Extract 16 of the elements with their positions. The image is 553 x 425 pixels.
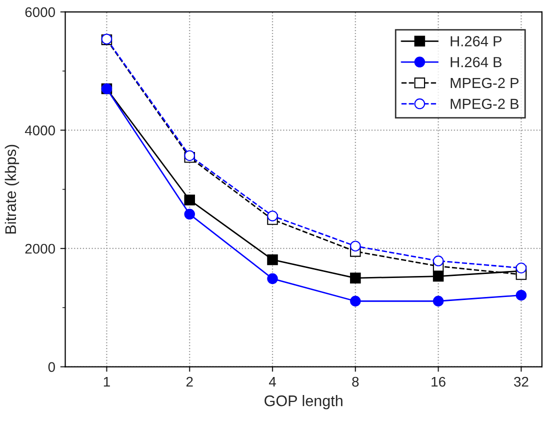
y-tick-label: 2000 <box>25 244 55 254</box>
legend-label: MPEG-2 P <box>450 78 519 88</box>
x-axis-title: GOP length <box>264 395 342 410</box>
x-tick-label: 32 <box>514 376 528 387</box>
x-tick-label: 4 <box>268 377 276 387</box>
x-tick-label: 1 <box>104 377 110 387</box>
y-tick-label: 4000 <box>24 126 55 136</box>
legend-label: H.264 B <box>450 56 502 68</box>
x-tick-label: 16 <box>432 376 446 387</box>
legend-label: H.264 P <box>450 36 502 46</box>
y-axis-title: Bitrate (kbps) <box>4 144 20 234</box>
x-tick-label: 2 <box>186 376 193 387</box>
legend-label: MPEG-2 B <box>450 98 519 110</box>
y-tick-label: 0 <box>48 362 55 372</box>
x-tick-label: 8 <box>352 376 359 387</box>
y-tick-label: 6000 <box>25 7 55 18</box>
